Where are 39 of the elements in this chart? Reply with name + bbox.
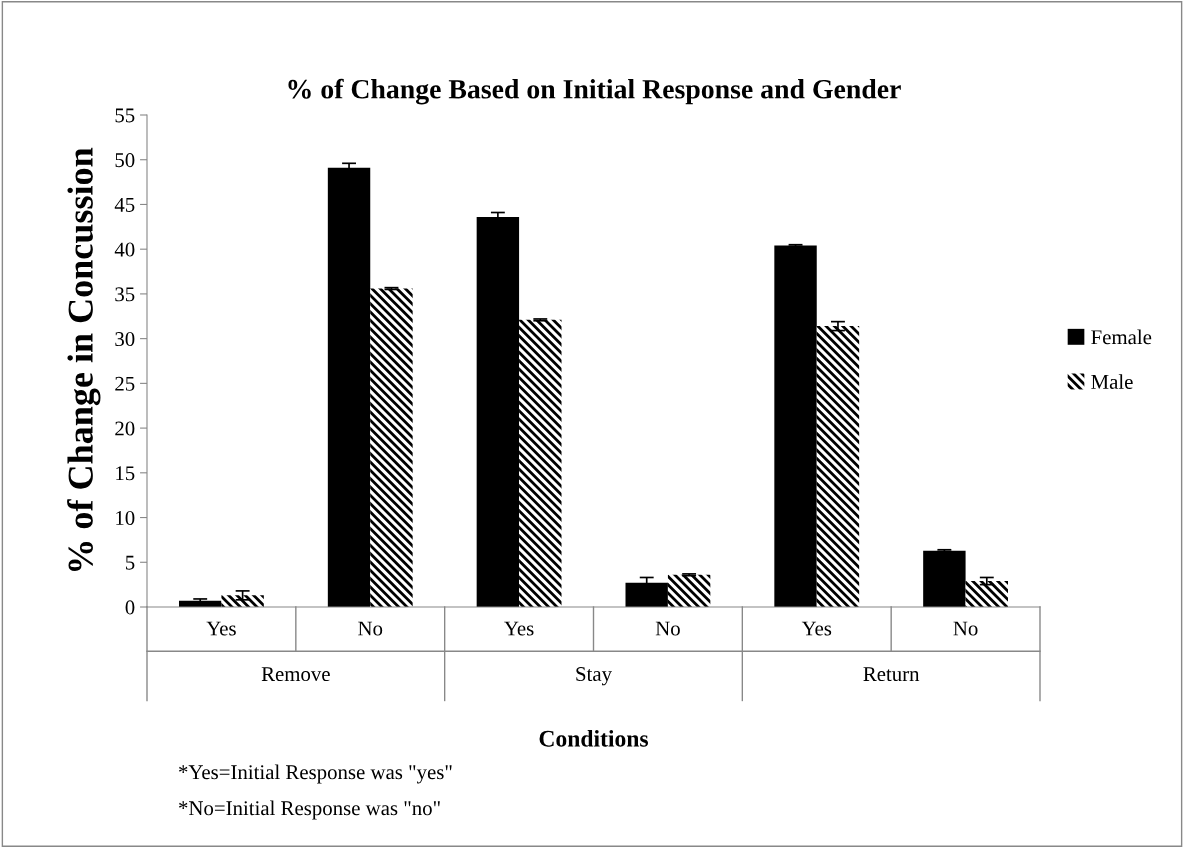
- bar: [774, 245, 817, 607]
- text: *Yes=Initial Response was "yes": [179, 764, 452, 784]
- bar: [923, 550, 966, 607]
- text: Return: [863, 667, 920, 682]
- bar: [221, 595, 264, 607]
- bar: [816, 326, 860, 607]
- legend-label: Male: [1091, 374, 1133, 389]
- x-tick-label: Yes: [206, 621, 236, 636]
- x-tick-label: No: [953, 621, 978, 636]
- x-axis-title: Conditions: [539, 730, 649, 747]
- bar: [965, 581, 1008, 607]
- x-tick-label: Yes: [504, 621, 534, 636]
- legend-label: Female: [1091, 329, 1152, 345]
- bar: [667, 574, 711, 607]
- x-tick-label: No: [655, 621, 680, 636]
- text: Stay: [576, 667, 612, 686]
- y-tick-label: 45: [114, 197, 135, 212]
- x-tick-label: No: [358, 621, 383, 636]
- bar: [327, 167, 371, 607]
- y-tick-label: 20: [115, 421, 135, 436]
- y-tick-label: 10: [116, 510, 135, 525]
- chart-title: % of Change Based on Initial Response and Gender: [288, 78, 901, 105]
- y-tick-label: 35: [115, 287, 135, 302]
- x-tick-label: Yes: [801, 621, 832, 636]
- y-tick-label: 50: [115, 153, 135, 168]
- text: *No=Initial Response was "no": [179, 800, 440, 820]
- y-tick-label: 5: [125, 555, 135, 570]
- y-tick-label: 55: [115, 108, 135, 123]
- bar: [625, 582, 668, 607]
- y-tick-label: 0: [125, 600, 135, 615]
- y-axis-title: % of Change in Concussion: [67, 147, 101, 571]
- y-tick-label: 40: [114, 242, 135, 257]
- bar: [370, 288, 413, 607]
- y-tick-label: 25: [115, 376, 135, 391]
- y-tick-label: 30: [115, 332, 135, 347]
- y-tick-label: 15: [116, 466, 135, 481]
- bar: [519, 319, 562, 607]
- bar: [476, 216, 520, 607]
- text: Remove: [261, 667, 330, 682]
